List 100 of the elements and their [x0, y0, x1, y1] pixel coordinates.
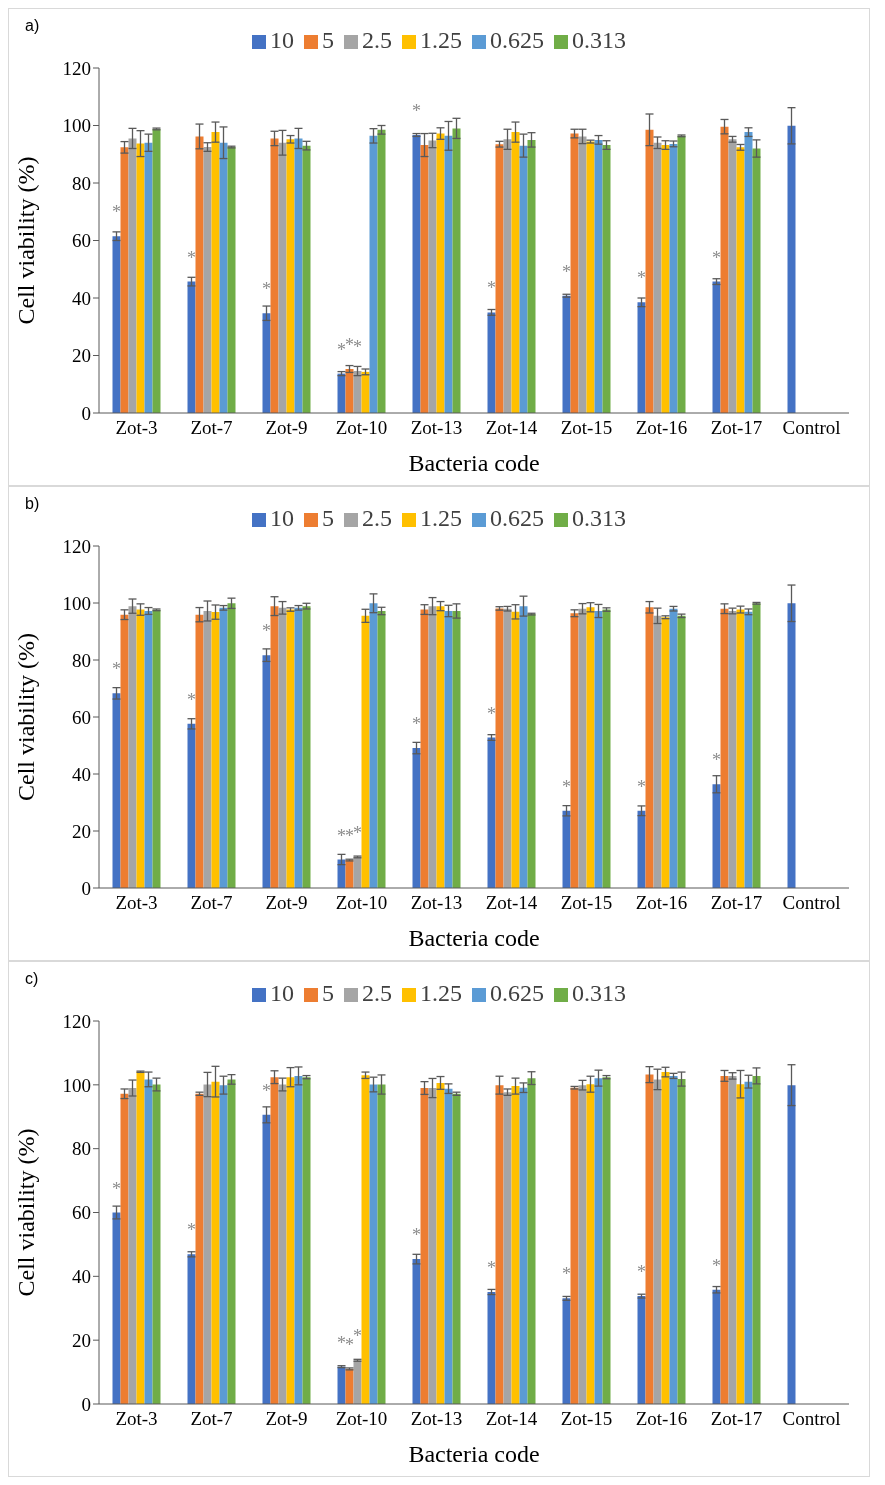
bar [227, 603, 236, 888]
bar [361, 371, 370, 413]
bar [527, 614, 536, 888]
x-tick-label: Zot-13 [410, 1408, 463, 1430]
legend-label: 1.25 [420, 980, 462, 1006]
bar [369, 135, 378, 413]
bar [736, 147, 745, 413]
bar [495, 608, 504, 888]
data-label: * [112, 1178, 121, 1199]
y-tick-label: 40 [72, 1266, 91, 1288]
y-tick-label: 100 [62, 1074, 91, 1096]
y-tick-label: 120 [62, 1010, 91, 1032]
y-tick-label: 80 [72, 649, 91, 671]
bar [677, 135, 686, 413]
bar [286, 609, 295, 888]
bar [570, 613, 579, 888]
bar [128, 138, 137, 413]
y-tick-label: 60 [72, 1202, 91, 1224]
y-tick-label: 0 [81, 402, 91, 424]
data-label: * [637, 1262, 646, 1283]
bar [594, 139, 603, 413]
bar [578, 136, 587, 413]
bar [444, 1088, 453, 1404]
data-label: * [353, 1326, 362, 1347]
bar [345, 1368, 354, 1404]
bar [712, 784, 721, 888]
bar [345, 369, 354, 413]
x-tick-label: Zot-15 [560, 1408, 613, 1430]
data-label: * [412, 714, 421, 735]
bar [602, 145, 611, 413]
bar [294, 607, 303, 888]
bar [720, 126, 729, 413]
data-label: * [262, 621, 271, 642]
y-axis-title: Cell viability (%) [12, 156, 39, 325]
legend-label: 0.625 [490, 505, 544, 531]
bar [562, 810, 571, 888]
data-label: * [337, 339, 346, 360]
legend-label: 10 [270, 980, 294, 1006]
bar [144, 1079, 153, 1404]
bar [377, 129, 386, 413]
data-label: * [187, 247, 196, 268]
bar [227, 147, 236, 413]
bar [369, 603, 378, 888]
y-tick-label: 40 [72, 763, 91, 785]
data-label: * [487, 703, 496, 724]
bar [436, 1082, 445, 1404]
bar [728, 610, 737, 888]
bar [527, 1078, 536, 1404]
bar [412, 134, 421, 413]
bar [203, 147, 212, 413]
bar [211, 1081, 220, 1404]
bar [211, 612, 220, 888]
bar [262, 313, 271, 413]
data-label: * [412, 1225, 421, 1246]
bar [503, 1092, 512, 1404]
bar [487, 1291, 496, 1404]
legend-label: 2.5 [362, 980, 392, 1006]
bar [653, 142, 662, 413]
bar [661, 1072, 670, 1404]
x-axis-title: Bacteria code [408, 450, 540, 476]
data-label: * [262, 279, 271, 300]
chart-title: b) [25, 495, 40, 513]
legend-label: 0.625 [490, 980, 544, 1006]
bar [736, 1084, 745, 1404]
bar [136, 143, 145, 413]
y-tick-label: 60 [72, 230, 91, 252]
bar [278, 142, 287, 413]
bar [787, 603, 796, 888]
bar [669, 608, 678, 888]
bar [302, 145, 311, 413]
x-tick-label: Zot-14 [485, 1408, 538, 1430]
bar [436, 133, 445, 413]
bar [669, 1075, 678, 1404]
data-label: * [345, 335, 354, 356]
chart-title: a) [25, 17, 40, 35]
x-tick-label: Zot-17 [710, 417, 763, 439]
bar [503, 608, 512, 888]
x-axis-title: Bacteria code [408, 1441, 540, 1467]
x-tick-label: Zot-3 [115, 892, 158, 914]
bar [152, 1084, 161, 1404]
bar [752, 148, 761, 413]
bar [195, 614, 204, 888]
bar [270, 606, 279, 888]
bar [586, 1084, 595, 1404]
x-tick-label: Zot-10 [335, 1408, 388, 1430]
bar [278, 607, 287, 888]
bar [570, 1087, 579, 1404]
bar [578, 1085, 587, 1404]
bar [744, 611, 753, 888]
x-tick-label: Zot-9 [265, 892, 308, 914]
bar [353, 1360, 362, 1404]
bar [270, 1077, 279, 1404]
bar [120, 1093, 129, 1404]
bar [262, 655, 271, 888]
bar [420, 609, 429, 888]
bar [219, 142, 228, 413]
x-tick-label: Zot-15 [560, 417, 613, 439]
legend-label: 2.5 [362, 27, 392, 53]
bar [444, 135, 453, 413]
x-tick-label: Zot-9 [265, 1408, 308, 1430]
